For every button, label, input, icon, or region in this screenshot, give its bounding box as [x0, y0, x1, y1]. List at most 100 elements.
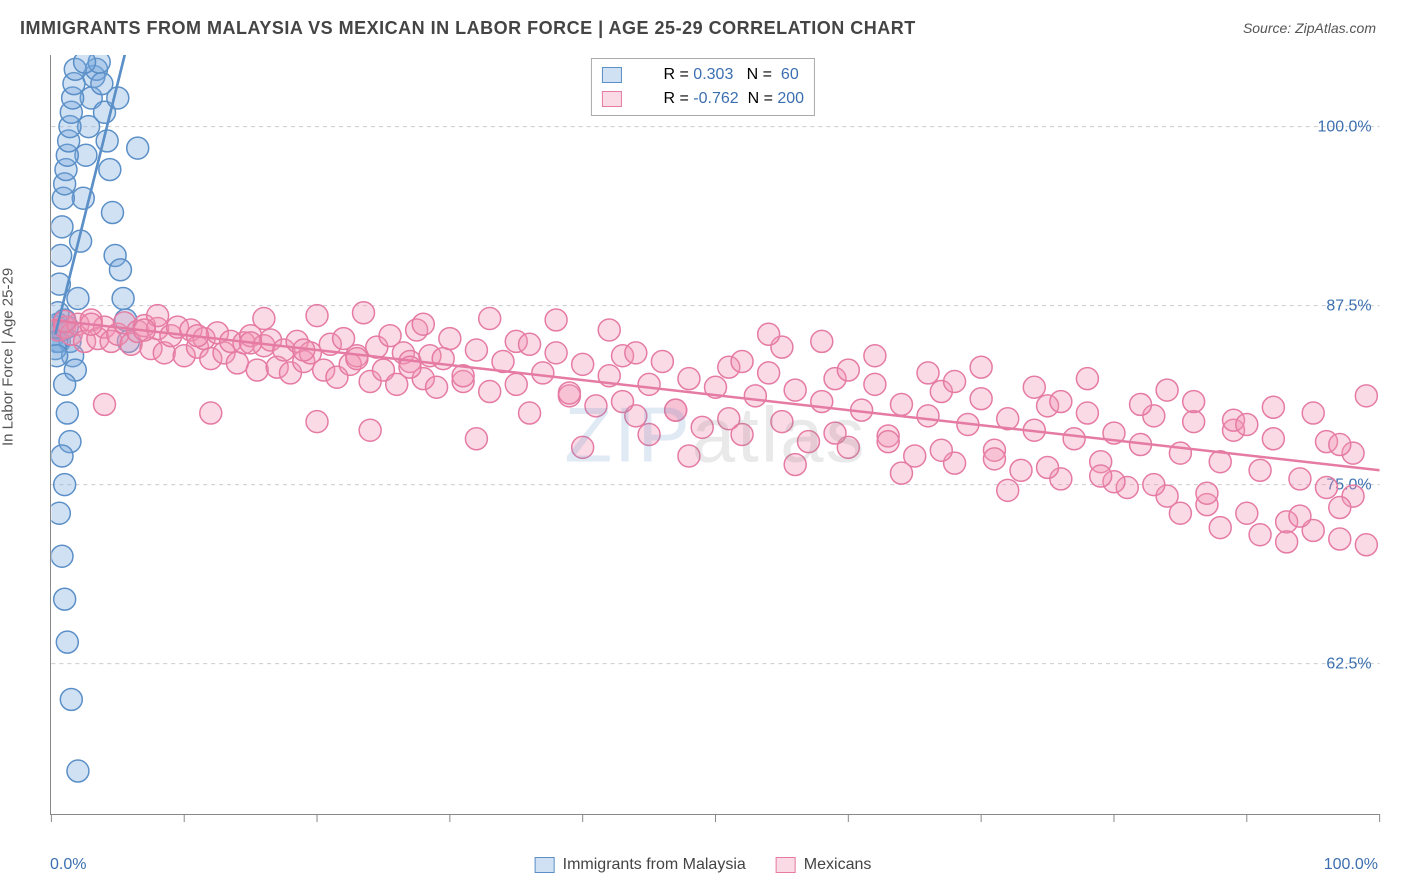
- malaysia-point: [109, 259, 131, 281]
- malaysia-point: [54, 373, 76, 395]
- malaysia-point: [46, 345, 68, 367]
- mexicans-point: [598, 319, 620, 341]
- mexicans-point: [346, 348, 368, 370]
- mexicans-point: [1236, 413, 1258, 435]
- mexicans-point: [678, 445, 700, 467]
- mexicans-point: [585, 395, 607, 417]
- mexicans-point: [1196, 482, 1218, 504]
- mexicans-point: [758, 362, 780, 384]
- mexicans-point: [678, 368, 700, 390]
- mexicans-point: [1276, 531, 1298, 553]
- mexicans-point: [226, 352, 248, 374]
- stats-legend: R = 0.303 N = 60 R = -0.762 N = 200: [591, 58, 815, 116]
- malaysia-point: [54, 474, 76, 496]
- mexicans-point: [970, 356, 992, 378]
- swatch-malaysia: [602, 67, 622, 83]
- malaysia-point: [112, 287, 134, 309]
- mexicans-point: [306, 411, 328, 433]
- mexicans-point: [997, 479, 1019, 501]
- malaysia-point: [50, 245, 72, 267]
- y-tick-label: 100.0%: [1317, 119, 1371, 136]
- mexicans-point: [625, 342, 647, 364]
- mexicans-point: [479, 381, 501, 403]
- y-tick-label: 62.5%: [1326, 656, 1371, 673]
- mexicans-point: [665, 399, 687, 421]
- mexicans-point: [864, 373, 886, 395]
- mexicans-point: [638, 373, 660, 395]
- mexicans-point: [426, 376, 448, 398]
- malaysia-point: [56, 402, 78, 424]
- mexicans-point: [1302, 402, 1324, 424]
- mexicans-point: [771, 411, 793, 433]
- mexicans-point: [465, 339, 487, 361]
- malaysia-point: [51, 216, 73, 238]
- mexicans-point: [877, 431, 899, 453]
- y-axis-title: In Labor Force | Age 25-29: [0, 268, 17, 446]
- mexicans-point: [1183, 391, 1205, 413]
- mexicans-point: [1329, 528, 1351, 550]
- mexicans-point: [1249, 459, 1271, 481]
- mexicans-point: [758, 323, 780, 345]
- mexicans-point: [718, 408, 740, 430]
- malaysia-point: [67, 760, 89, 782]
- mexicans-point: [837, 359, 859, 381]
- mexicans-point: [638, 424, 660, 446]
- mexicans-point: [744, 385, 766, 407]
- mexicans-point: [1355, 385, 1377, 407]
- mexicans-point: [797, 431, 819, 453]
- mexicans-point: [1143, 474, 1165, 496]
- mexicans-point: [545, 309, 567, 331]
- mexicans-point: [784, 454, 806, 476]
- malaysia-point: [107, 87, 129, 109]
- mexicans-point: [1289, 505, 1311, 527]
- mexicans-point: [479, 308, 501, 330]
- source-label: Source: ZipAtlas.com: [1243, 20, 1376, 36]
- mexicans-point: [784, 379, 806, 401]
- mexicans-point: [1169, 502, 1191, 524]
- mexicans-point: [1023, 376, 1045, 398]
- mexicans-point: [1130, 393, 1152, 415]
- mexicans-point: [930, 439, 952, 461]
- mexicans-point: [306, 305, 328, 327]
- malaysia-point: [60, 688, 82, 710]
- mexicans-point: [1183, 411, 1205, 433]
- mexicans-point: [353, 302, 375, 324]
- mexicans-point: [1316, 477, 1338, 499]
- mexicans-point: [505, 373, 527, 395]
- mexicans-point: [1050, 391, 1072, 413]
- mexicans-point: [1249, 524, 1271, 546]
- mexicans-point: [545, 342, 567, 364]
- mexicans-point: [890, 462, 912, 484]
- plot-area: 62.5%75.0%87.5%100.0% ZIPatlas: [50, 55, 1380, 815]
- mexicans-point: [983, 448, 1005, 470]
- malaysia-point: [127, 137, 149, 159]
- mexicans-point: [811, 330, 833, 352]
- mexicans-point: [1236, 502, 1258, 524]
- mexicans-point: [1076, 402, 1098, 424]
- legend-item-malaysia: Immigrants from Malaysia: [535, 856, 746, 874]
- legend-item-mexicans: Mexicans: [776, 856, 872, 874]
- mexicans-point: [572, 353, 594, 375]
- malaysia-point: [74, 51, 96, 73]
- mexicans-point: [253, 308, 275, 330]
- mexicans-point: [1329, 434, 1351, 456]
- mexicans-point: [651, 350, 673, 372]
- malaysia-point: [54, 588, 76, 610]
- mexicans-point: [359, 419, 381, 441]
- mexicans-point: [612, 391, 634, 413]
- r-value-mexicans: -0.762: [693, 90, 738, 107]
- mexicans-point: [731, 350, 753, 372]
- y-tick-label: 87.5%: [1326, 298, 1371, 315]
- mexicans-point: [1090, 465, 1112, 487]
- mexicans-point: [1076, 368, 1098, 390]
- mexicans-point: [917, 405, 939, 427]
- mexicans-point: [1037, 456, 1059, 478]
- mexicans-point: [1156, 379, 1178, 401]
- malaysia-point: [99, 159, 121, 181]
- mexicans-point: [1063, 428, 1085, 450]
- mexicans-point: [1262, 428, 1284, 450]
- mexicans-point: [824, 422, 846, 444]
- mexicans-point: [439, 328, 461, 350]
- stats-text-mexicans: R = -0.762 N = 200: [628, 72, 804, 126]
- mexicans-point: [1329, 497, 1351, 519]
